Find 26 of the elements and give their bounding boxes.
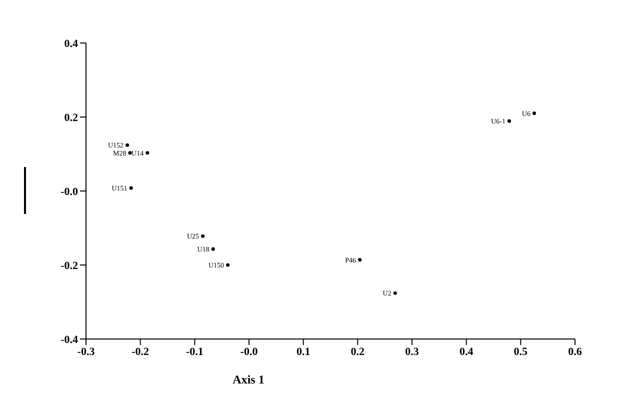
x-tick-label: 0.3 [405,346,420,358]
x-tick-label: 0.5 [514,346,528,358]
x-tick-label: -0.3 [77,346,96,358]
x-tick-label: 0.2 [350,346,366,358]
y-tick-label: -0.4 [60,334,78,346]
point [201,234,205,238]
x-tick-label: -0.0 [240,346,258,358]
point [532,112,536,116]
point [507,119,512,123]
y-tick-label: 0.4 [64,38,78,50]
x-tick-label: 0.6 [568,346,582,358]
x-tick-label: -0.2 [132,346,150,358]
y-tick-label: -0.2 [60,260,78,272]
y-tick-label: 0.2 [64,112,78,124]
x-tick-label: -0.1 [186,346,204,358]
point [146,151,150,155]
x-axis-title: Axis 1 [232,372,264,387]
point [393,291,397,295]
point [358,258,362,262]
x-tick-label: 0.4 [459,346,474,358]
point [226,263,230,267]
x-tick-label: 0.1 [296,346,310,358]
point [126,143,130,147]
point [211,247,215,251]
point [129,186,133,190]
y-tick-label: -0.0 [60,186,78,198]
